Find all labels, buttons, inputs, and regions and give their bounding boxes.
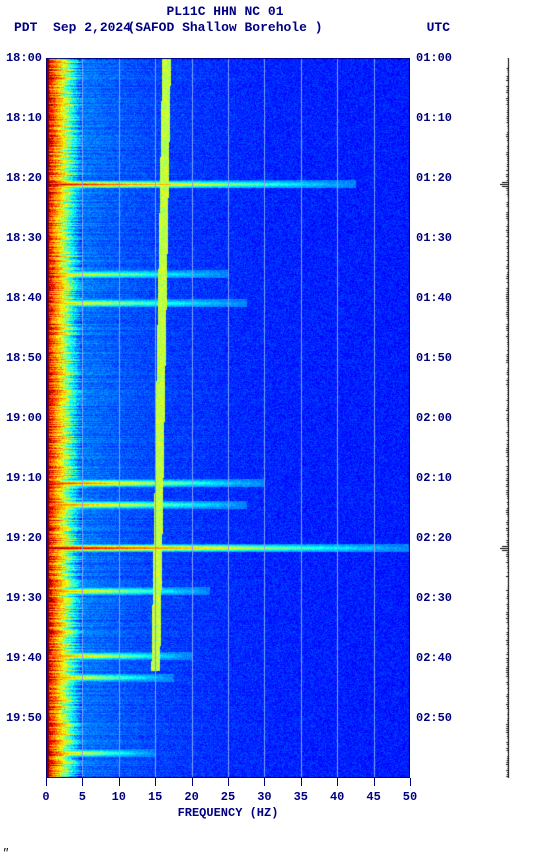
- location: (SAFOD Shallow Borehole ): [0, 20, 450, 35]
- station-id: PL11C HHN NC 01: [0, 4, 450, 19]
- right-time-tick: 02:40: [416, 651, 452, 665]
- x-tickmark: [410, 778, 411, 786]
- x-tickmark: [119, 778, 120, 786]
- left-time-tick: 18:30: [6, 231, 42, 245]
- right-time-tick: 02:00: [416, 411, 452, 425]
- right-time-tick: 01:20: [416, 171, 452, 185]
- right-time-tick: 01:30: [416, 231, 452, 245]
- seismic-spectrogram-page: PL11C HHN NC 01 PDT Sep 2,2024 (SAFOD Sh…: [0, 0, 552, 864]
- x-tick-label: 20: [184, 790, 198, 804]
- x-tick-label: 40: [330, 790, 344, 804]
- x-tickmark: [155, 778, 156, 786]
- x-tick-label: 25: [221, 790, 235, 804]
- x-tickmark: [46, 778, 47, 786]
- x-tickmark: [264, 778, 265, 786]
- left-time-tick: 19:30: [6, 591, 42, 605]
- right-time-tick: 01:10: [416, 111, 452, 125]
- x-tickmark: [82, 778, 83, 786]
- left-time-axis: 18:0018:1018:2018:3018:4018:5019:0019:10…: [0, 58, 44, 778]
- x-tick-label: 45: [366, 790, 380, 804]
- spectrogram-plot: [46, 58, 410, 778]
- amplitude-canvas: [500, 58, 510, 778]
- right-time-tick: 01:00: [416, 51, 452, 65]
- x-tick-label: 0: [42, 790, 49, 804]
- x-tickmark: [228, 778, 229, 786]
- x-axis-label: FREQUENCY (HZ): [46, 806, 410, 820]
- left-time-tick: 19:40: [6, 651, 42, 665]
- right-time-tick: 02:50: [416, 711, 452, 725]
- left-time-tick: 18:10: [6, 111, 42, 125]
- x-tick-label: 5: [79, 790, 86, 804]
- x-tick-label: 10: [112, 790, 126, 804]
- spectrogram-canvas: [46, 58, 410, 778]
- left-time-tick: 19:00: [6, 411, 42, 425]
- right-time-tick: 01:40: [416, 291, 452, 305]
- right-tz: UTC: [427, 20, 450, 35]
- x-tick-label: 35: [294, 790, 308, 804]
- left-time-tick: 19:50: [6, 711, 42, 725]
- right-time-axis: 01:0001:1001:2001:3001:4001:5002:0002:10…: [414, 58, 458, 778]
- x-tickmark: [301, 778, 302, 786]
- x-tickmark: [337, 778, 338, 786]
- footer-mark: ": [2, 848, 9, 860]
- frequency-axis: FREQUENCY (HZ) 05101520253035404550: [46, 778, 410, 828]
- left-time-tick: 18:20: [6, 171, 42, 185]
- right-time-tick: 02:10: [416, 471, 452, 485]
- left-time-tick: 19:10: [6, 471, 42, 485]
- amplitude-strip: [500, 58, 510, 778]
- right-time-tick: 01:50: [416, 351, 452, 365]
- left-time-tick: 18:00: [6, 51, 42, 65]
- x-tickmark: [192, 778, 193, 786]
- right-time-tick: 02:20: [416, 531, 452, 545]
- x-tick-label: 50: [403, 790, 417, 804]
- left-time-tick: 18:40: [6, 291, 42, 305]
- x-tick-label: 30: [257, 790, 271, 804]
- left-time-tick: 19:20: [6, 531, 42, 545]
- left-time-tick: 18:50: [6, 351, 42, 365]
- right-time-tick: 02:30: [416, 591, 452, 605]
- x-tick-label: 15: [148, 790, 162, 804]
- x-tickmark: [374, 778, 375, 786]
